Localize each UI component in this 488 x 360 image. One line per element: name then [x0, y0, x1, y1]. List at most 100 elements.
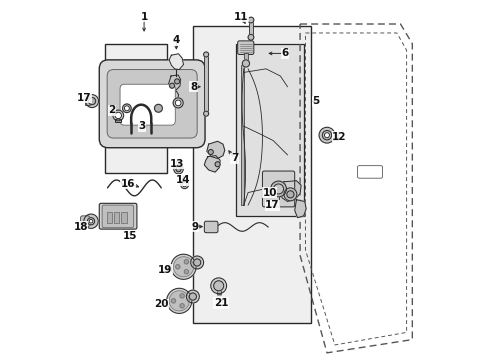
Circle shape	[213, 281, 223, 291]
Text: 18: 18	[73, 222, 88, 231]
Bar	[244, 53, 247, 60]
FancyBboxPatch shape	[237, 41, 253, 54]
Circle shape	[174, 165, 183, 174]
Circle shape	[286, 191, 293, 198]
Text: 11: 11	[233, 12, 247, 22]
Bar	[114, 212, 119, 223]
Bar	[115, 120, 121, 122]
Circle shape	[88, 98, 96, 105]
FancyBboxPatch shape	[204, 221, 218, 233]
Circle shape	[87, 218, 94, 225]
Circle shape	[173, 98, 183, 108]
Circle shape	[284, 188, 296, 201]
Text: 5: 5	[312, 96, 319, 106]
Text: 17: 17	[77, 93, 91, 103]
Text: 17: 17	[264, 200, 279, 210]
Circle shape	[203, 111, 208, 116]
Circle shape	[83, 214, 98, 228]
Circle shape	[215, 162, 220, 167]
Circle shape	[210, 278, 226, 294]
Text: 9: 9	[191, 222, 199, 231]
Bar	[333, 137, 337, 140]
Circle shape	[176, 167, 181, 172]
Bar	[204, 54, 207, 114]
Circle shape	[174, 79, 179, 84]
FancyBboxPatch shape	[262, 171, 294, 207]
Circle shape	[203, 52, 208, 57]
Bar	[241, 65, 244, 205]
FancyBboxPatch shape	[99, 60, 204, 148]
Circle shape	[247, 35, 253, 40]
Circle shape	[85, 95, 99, 108]
Bar	[216, 286, 221, 294]
Polygon shape	[167, 91, 178, 104]
Text: 16: 16	[121, 179, 135, 189]
FancyBboxPatch shape	[357, 166, 382, 178]
Circle shape	[122, 104, 131, 113]
Polygon shape	[280, 181, 301, 202]
Text: 19: 19	[157, 265, 172, 275]
Bar	[104, 44, 167, 173]
Bar	[107, 212, 112, 223]
Circle shape	[242, 60, 249, 67]
Polygon shape	[168, 75, 180, 90]
Circle shape	[173, 257, 193, 277]
Circle shape	[324, 133, 329, 138]
Text: 7: 7	[230, 153, 238, 163]
Bar	[248, 20, 253, 37]
Circle shape	[184, 270, 188, 274]
Text: 21: 21	[214, 298, 228, 308]
Bar	[235, 44, 303, 216]
Text: 3: 3	[139, 121, 145, 131]
Circle shape	[113, 110, 123, 121]
Bar	[333, 132, 338, 139]
FancyBboxPatch shape	[107, 69, 197, 138]
Circle shape	[169, 291, 189, 311]
Circle shape	[193, 259, 201, 266]
Text: 8: 8	[189, 82, 197, 92]
Circle shape	[180, 304, 184, 308]
Circle shape	[182, 183, 186, 187]
FancyBboxPatch shape	[102, 205, 133, 228]
FancyBboxPatch shape	[120, 84, 175, 125]
Circle shape	[166, 288, 191, 314]
Text: 2: 2	[108, 105, 115, 115]
Circle shape	[180, 294, 184, 298]
Circle shape	[190, 256, 203, 269]
Circle shape	[115, 112, 121, 119]
Text: 12: 12	[332, 132, 346, 142]
Circle shape	[89, 220, 93, 223]
Polygon shape	[294, 200, 305, 218]
FancyBboxPatch shape	[81, 216, 89, 226]
Circle shape	[184, 260, 188, 264]
Polygon shape	[206, 141, 224, 158]
Polygon shape	[204, 156, 220, 172]
Circle shape	[322, 131, 331, 140]
Text: 6: 6	[281, 48, 288, 58]
Text: 14: 14	[176, 175, 190, 185]
Text: 4: 4	[172, 35, 180, 45]
Circle shape	[319, 127, 334, 143]
Circle shape	[171, 299, 175, 303]
Circle shape	[175, 100, 181, 106]
Circle shape	[247, 17, 253, 23]
Circle shape	[175, 265, 180, 269]
Text: 13: 13	[170, 159, 184, 169]
FancyBboxPatch shape	[99, 203, 137, 229]
Text: 15: 15	[122, 231, 137, 240]
Circle shape	[180, 181, 188, 189]
Polygon shape	[169, 54, 183, 69]
Circle shape	[186, 290, 199, 303]
Text: 10: 10	[262, 188, 276, 198]
Circle shape	[189, 293, 196, 300]
Bar	[121, 212, 126, 223]
Circle shape	[270, 181, 286, 197]
Text: 1: 1	[140, 12, 147, 22]
Bar	[192, 26, 310, 323]
Circle shape	[154, 104, 162, 112]
Bar	[85, 98, 89, 105]
Circle shape	[171, 254, 196, 279]
Circle shape	[124, 106, 129, 111]
Circle shape	[208, 149, 213, 154]
Circle shape	[273, 184, 283, 194]
